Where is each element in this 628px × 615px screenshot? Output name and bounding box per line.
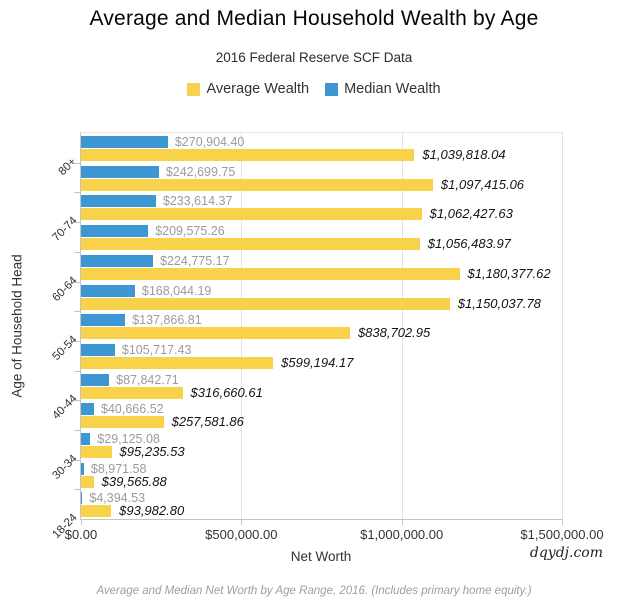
y-axis-label-60-64: 60-64 [49,274,80,304]
y-axis-title: Age of Household Head [9,254,25,398]
y-axis-tick-11 [74,459,81,461]
bar-label-average: $1,039,818.04 [422,147,506,162]
bar-median [81,314,126,327]
bar-average [81,178,433,191]
x-tick-label-0: $0.00 [64,527,98,542]
y-axis-label-50-54: 50-54 [49,333,80,363]
bar-label-median: $105,717.43 [121,342,192,357]
bar-average [81,327,350,340]
page-title: Average and Median Household Wealth by A… [89,7,539,30]
bar-median [81,195,156,208]
bar-average [81,238,420,251]
legend-item-average: Average Wealth [187,81,309,97]
bar-average [81,416,164,429]
bar-average [81,356,274,369]
bar-label-average: $316,660.61 [190,384,263,400]
bar-label-average: $39,565.88 [101,473,167,489]
y-axis-tick-12 [74,489,81,491]
bar-label-average: $1,056,483.97 [427,236,511,252]
bar-label-average: $1,097,415.06 [440,176,525,192]
x-tick-label-500k: $500,000.00 [205,527,278,542]
gridline-0 [241,133,243,519]
bar-median [81,165,159,178]
median-wealth-swatch [325,82,339,96]
x-tick-label-1-5m: $1,500,000.00 [520,527,604,542]
bar-label-median: $168,044.19 [141,283,212,298]
x-axis-title: Net Worth [290,549,352,564]
bar-average [81,297,450,310]
bar-label-median: $29,125.08 [97,431,160,446]
average-wealth-swatch [187,82,201,96]
legend: Average Wealth Median Wealth [0,81,628,97]
bar-label-average: $838,702.95 [357,325,431,341]
watermark: dqydj.com [529,545,603,561]
chart-subtitle: 2016 Federal Reserve SCF Data [215,50,413,65]
bar-median [81,343,115,356]
y-axis-tick-10 [74,429,81,431]
bar-median [81,284,135,297]
y-axis-tick-5 [74,281,81,283]
bar-label-median: $209,575.26 [155,224,225,239]
legend-label-median: Median Wealth [344,81,441,97]
bar-average [81,505,112,518]
bar-median [81,492,83,505]
caption: Average and Median Net Worth by Age Rang… [96,585,532,597]
x-axis-tick-1 [241,519,243,525]
bar-label-median: $270,904.40 [174,135,245,149]
y-axis-tick-3 [74,222,81,224]
y-axis-tick-1 [74,162,81,164]
bar-label-median: $40,666.52 [101,402,164,417]
legend-label-average: Average Wealth [206,81,310,97]
bar-label-average: $1,062,427.63 [429,206,513,222]
bar-label-median: $87,842.71 [116,372,179,387]
bar-median [81,136,168,148]
bar-label-median: $233,614.37 [162,194,233,209]
bar-label-median: $8,971.58 [90,461,147,476]
bar-average [81,445,112,458]
bar-median [81,373,110,386]
bar-median [81,462,84,475]
x-axis-tick-2 [401,519,403,525]
y-axis-label-30-34: 30-34 [49,452,80,482]
bar-label-median: $242,699.75 [165,164,236,179]
bar-label-average: $257,581.86 [171,414,244,430]
bar-average [81,267,460,280]
y-axis-tick-8 [74,370,81,372]
x-axis-tick-3 [562,519,563,525]
y-axis-label-80+: 80+ [56,155,80,178]
bar-median [81,432,91,445]
bar-label-median: $224,775.17 [160,253,230,268]
gridline-1 [401,133,403,519]
bar-average [81,208,422,221]
bar-label-average: $95,235.53 [119,443,185,459]
legend-item-median: Median Wealth [325,81,441,97]
bar-median [81,225,149,238]
y-axis-tick-9 [74,400,81,402]
bar-label-median: $4,394.53 [89,491,146,506]
bar-label-median: $137,866.81 [132,313,202,328]
bar-average [81,386,183,399]
x-tick-label-1m: $1,000,000.00 [360,527,444,542]
y-axis-tick-4 [74,251,81,253]
bar-label-average: $1,150,037.78 [457,295,541,311]
bar-average [81,149,415,161]
y-axis-tick-7 [74,340,81,342]
y-axis-label-40-44: 40-44 [49,392,80,423]
bar-average [81,475,94,488]
bar-label-average: $1,180,377.62 [467,265,551,281]
bar-median [81,403,95,416]
x-axis-tick-0 [81,519,82,525]
bar-median [81,254,154,267]
plot-area: $0.00 $500,000.00 $1,000,000.00 $1,500,0… [50,132,604,542]
y-axis-tick-2 [74,192,81,194]
y-axis-label-70-74: 70-74 [49,214,80,245]
y-axis-tick-6 [74,311,81,313]
bar-label-average: $599,194.17 [281,354,354,370]
bar-label-average: $93,982.80 [119,503,185,519]
